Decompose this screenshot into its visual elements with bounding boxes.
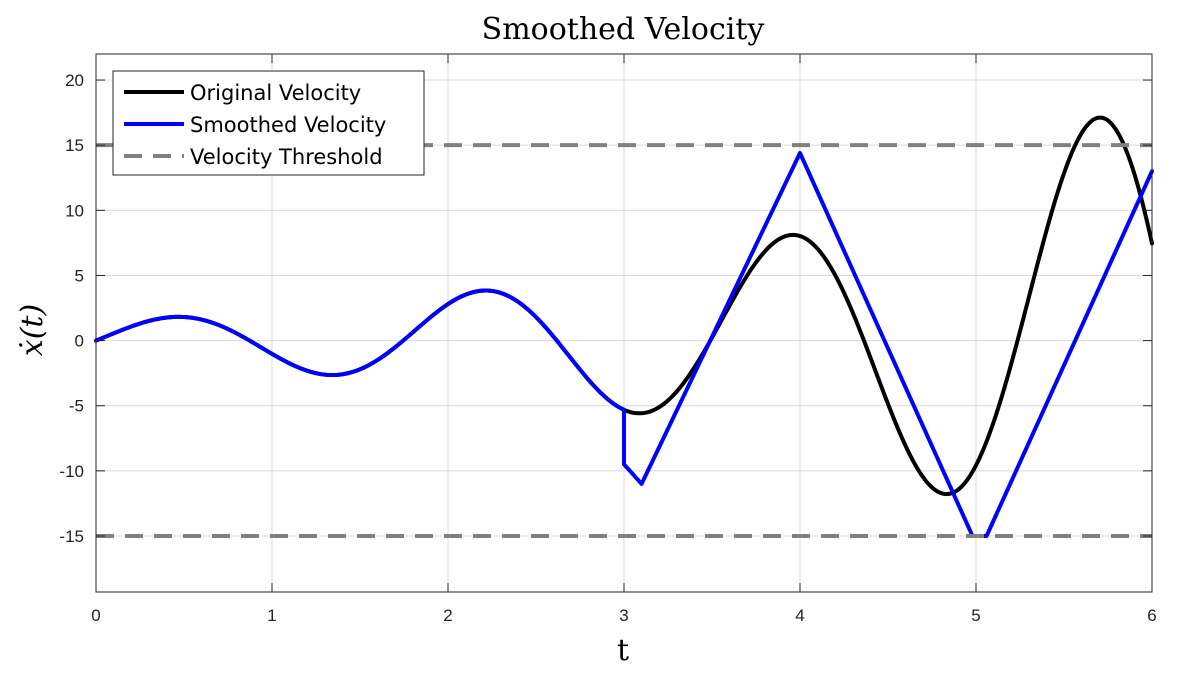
x-tick-label: 2 xyxy=(443,606,452,625)
x-tick-label: 6 xyxy=(1147,606,1156,625)
x-axis-label: t xyxy=(617,633,629,668)
x-axis-ticks: 0 1 2 3 4 5 6 xyxy=(91,54,1157,625)
x-tick-label: 0 xyxy=(91,606,100,625)
y-axis-ticks: -15 -10 -5 0 5 10 15 20 xyxy=(59,71,1152,546)
legend-label-original: Original Velocity xyxy=(190,81,361,105)
y-tick-label: 10 xyxy=(65,201,84,220)
legend-label-smoothed: Smoothed Velocity xyxy=(190,113,386,137)
legend-label-threshold: Velocity Threshold xyxy=(190,145,383,169)
y-tick-label: -15 xyxy=(59,527,84,546)
y-tick-label: 0 xyxy=(75,332,84,351)
y-tick-label: 5 xyxy=(75,266,84,285)
x-tick-label: 5 xyxy=(971,606,980,625)
legend: Original Velocity Smoothed Velocity Velo… xyxy=(112,70,425,176)
series-layer xyxy=(94,115,1154,538)
y-tick-label: 15 xyxy=(65,136,84,155)
y-axis-label: ẋ(t) xyxy=(15,304,50,356)
x-tick-label: 1 xyxy=(267,606,276,625)
smoothed-velocity-line xyxy=(94,151,1154,538)
x-tick-label: 3 xyxy=(619,606,628,625)
chart-title: Smoothed Velocity xyxy=(482,12,765,47)
y-tick-label: -10 xyxy=(59,462,84,481)
x-tick-label: 4 xyxy=(795,606,804,625)
y-tick-label: -5 xyxy=(69,397,84,416)
y-tick-label: 20 xyxy=(65,71,84,90)
